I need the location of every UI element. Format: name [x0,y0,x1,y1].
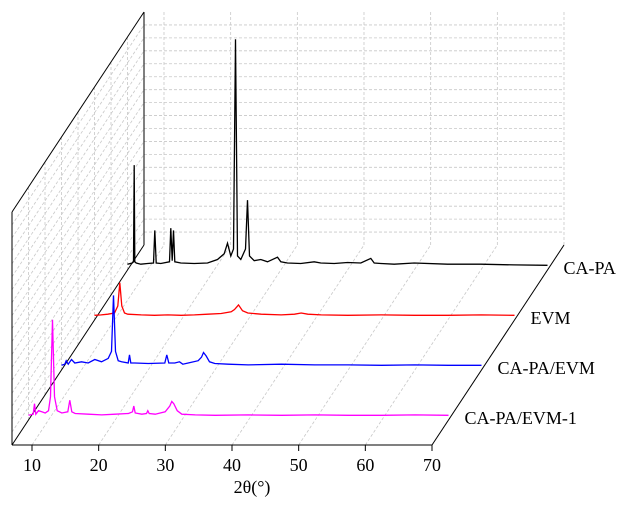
series-label: CA-PA [564,258,616,278]
series-label: CA-PA/EVM [498,358,595,378]
axis-edge [11,11,145,213]
series-label: CA-PA/EVM-1 [465,408,577,428]
series-line [94,282,515,316]
x-tick-label: 30 [156,455,174,475]
x-tick-label: 70 [423,455,441,475]
side-wall-grid [11,50,145,252]
x-tick-label: 40 [223,455,241,475]
x-tick-label: 50 [290,455,308,475]
side-wall-grid [11,205,145,407]
series-line [28,319,449,416]
side-wall-grid [11,115,145,316]
axis-edge [431,244,565,446]
x-tick-label: 10 [23,455,41,475]
series-label: EVM [531,308,571,328]
series-line [61,295,482,366]
series-line [127,39,548,266]
side-wall-grid [11,76,145,277]
x-axis-title: 2θ(°) [234,477,271,498]
side-wall-grid [11,180,145,381]
x-tick-label: 20 [90,455,108,475]
x-tick-label: 60 [356,455,374,475]
